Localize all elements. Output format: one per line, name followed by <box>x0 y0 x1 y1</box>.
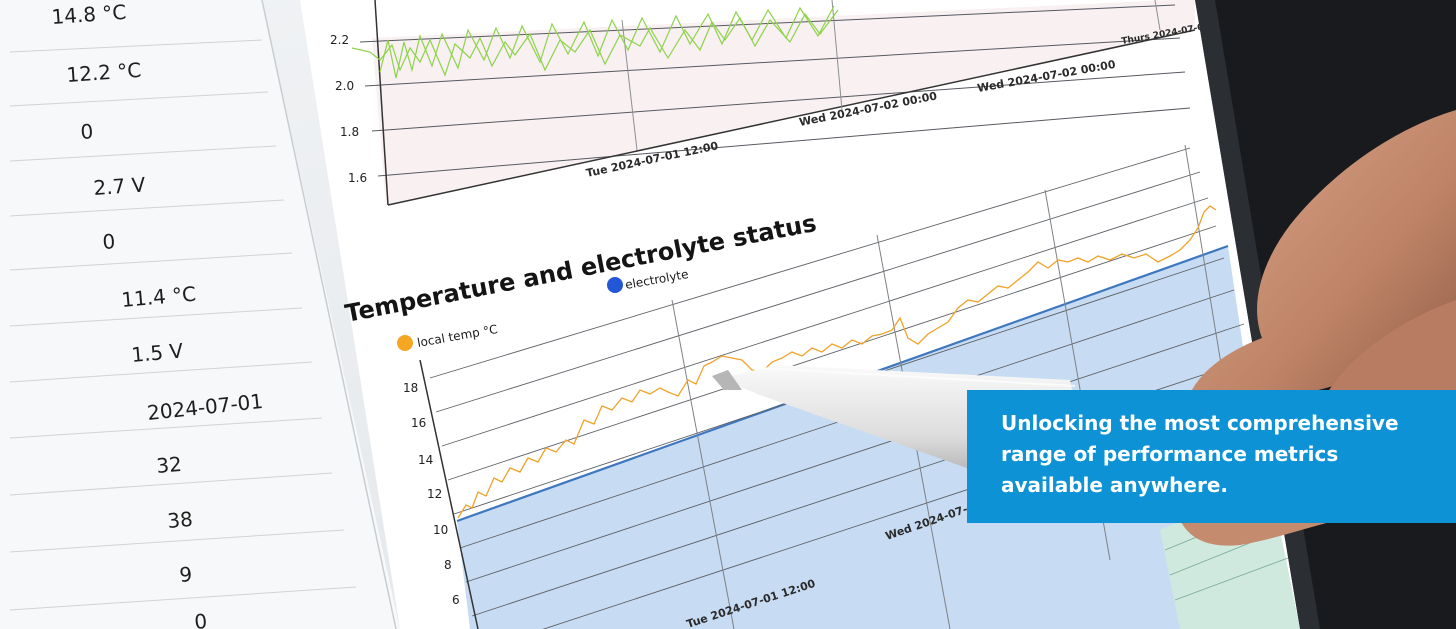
y-tick: 2.2 <box>330 33 349 47</box>
table-cell: 0 <box>193 609 208 629</box>
legend-swatch-temp <box>397 335 413 351</box>
y-tick: 6 <box>452 593 460 607</box>
y-tick: 12 <box>427 487 442 501</box>
callout-box: Unlocking the most comprehensive range o… <box>967 390 1456 523</box>
y-tick: 10 <box>433 523 448 537</box>
value-table: 14.8 °C 12.2 °C 0 2.7 V 0 11.4 °C 1.5 V … <box>0 0 400 629</box>
legend-swatch-electrolyte <box>607 277 623 293</box>
y-tick: 14 <box>418 453 433 467</box>
callout-line: available anywhere. <box>1001 473 1229 497</box>
table-cell: 14.8 °C <box>51 0 127 29</box>
table-cell: 1.5 V <box>130 339 184 367</box>
y-tick: 1.8 <box>340 125 359 139</box>
table-cell: 0 <box>80 119 94 144</box>
temp-series-line <box>457 205 1217 519</box>
table-cell: 2.7 V <box>93 172 147 200</box>
table-cell: 0 <box>102 229 116 254</box>
y-tick: 2.0 <box>335 79 354 93</box>
y-tick: 16 <box>411 416 426 430</box>
table-cell: 32 <box>155 452 182 478</box>
y-tick: 1.6 <box>348 171 367 185</box>
table-cell: 9 <box>178 562 193 587</box>
table-cell: 38 <box>166 507 193 533</box>
callout-line: Unlocking the most comprehensive <box>1001 411 1399 435</box>
y-tick: 18 <box>403 381 418 395</box>
callout-line: range of performance metrics <box>1001 442 1339 466</box>
table-cell: 12.2 °C <box>66 58 142 87</box>
y-tick: 8 <box>444 558 452 572</box>
